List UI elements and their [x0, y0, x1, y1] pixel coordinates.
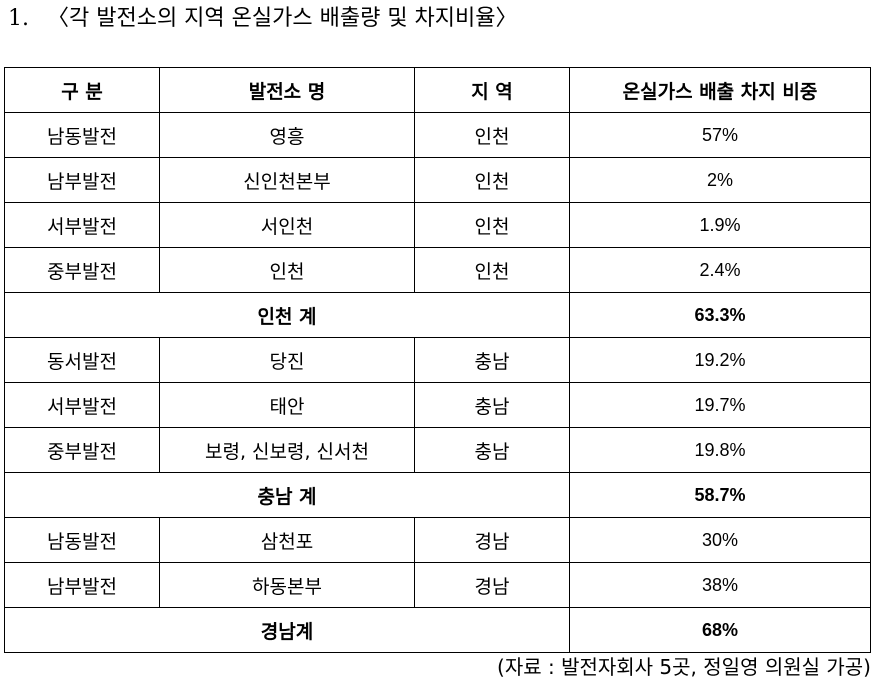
share-cell: 2.4%	[569, 247, 871, 293]
title-text: 〈각 발전소의 지역 온실가스 배출량 및 차지비율〉	[47, 6, 518, 31]
subtotal-value: 58.7%	[569, 472, 871, 518]
region-cell: 인천	[414, 247, 570, 293]
share-cell: 1.9%	[569, 202, 871, 248]
table-row: 서부발전 서인천 인천 1.9%	[4, 202, 871, 248]
document-title: 1. 〈각 발전소의 지역 온실가스 배출량 및 차지비율〉	[8, 2, 518, 36]
region-cell: 인천	[414, 157, 570, 203]
subtotal-row-chungnam: 충남 계 58.7%	[4, 472, 871, 518]
subtotal-label: 경남계	[4, 607, 570, 653]
table-row: 남동발전 삼천포 경남 30%	[4, 517, 871, 563]
header-plant-name: 발전소 명	[159, 67, 415, 113]
emissions-table: 구 분 발전소 명 지 역 온실가스 배출 차지 비중 남동발전 영흥 인천 5…	[4, 67, 871, 653]
region-cell: 충남	[414, 382, 570, 428]
table-row: 중부발전 보령, 신보령, 신서천 충남 19.8%	[4, 427, 871, 473]
header-region: 지 역	[414, 67, 570, 113]
share-cell: 30%	[569, 517, 871, 563]
region-cell: 인천	[414, 112, 570, 158]
company-cell: 남부발전	[4, 157, 160, 203]
share-cell: 19.7%	[569, 382, 871, 428]
plant-cell: 서인천	[159, 202, 415, 248]
plant-cell: 인천	[159, 247, 415, 293]
plant-cell: 보령, 신보령, 신서천	[159, 427, 415, 473]
subtotal-value: 63.3%	[569, 292, 871, 338]
company-cell: 남부발전	[4, 562, 160, 608]
plant-cell: 신인천본부	[159, 157, 415, 203]
region-cell: 충남	[414, 337, 570, 383]
plant-cell: 하동본부	[159, 562, 415, 608]
table-row: 동서발전 당진 충남 19.2%	[4, 337, 871, 383]
table-row: 서부발전 태안 충남 19.7%	[4, 382, 871, 428]
company-cell: 남동발전	[4, 112, 160, 158]
plant-cell: 영흥	[159, 112, 415, 158]
share-cell: 38%	[569, 562, 871, 608]
company-cell: 서부발전	[4, 382, 160, 428]
plant-cell: 당진	[159, 337, 415, 383]
region-cell: 충남	[414, 427, 570, 473]
title-number: 1.	[8, 6, 29, 31]
share-cell: 19.8%	[569, 427, 871, 473]
table-row: 남부발전 하동본부 경남 38%	[4, 562, 871, 608]
table-header-row: 구 분 발전소 명 지 역 온실가스 배출 차지 비중	[4, 67, 871, 113]
company-cell: 동서발전	[4, 337, 160, 383]
subtotal-row-gyeongnam: 경남계 68%	[4, 607, 871, 653]
header-emission-share: 온실가스 배출 차지 비중	[569, 67, 871, 113]
region-cell: 경남	[414, 517, 570, 563]
region-cell: 인천	[414, 202, 570, 248]
share-cell: 19.2%	[569, 337, 871, 383]
region-cell: 경남	[414, 562, 570, 608]
table-row: 남동발전 영흥 인천 57%	[4, 112, 871, 158]
source-note: (자료 : 발전자회사 5곳, 정일영 의원실 가공)	[497, 655, 871, 679]
table-row: 남부발전 신인천본부 인천 2%	[4, 157, 871, 203]
subtotal-value: 68%	[569, 607, 871, 653]
company-cell: 중부발전	[4, 247, 160, 293]
share-cell: 2%	[569, 157, 871, 203]
subtotal-row-incheon: 인천 계 63.3%	[4, 292, 871, 338]
company-cell: 서부발전	[4, 202, 160, 248]
header-category: 구 분	[4, 67, 160, 113]
subtotal-label: 충남 계	[4, 472, 570, 518]
subtotal-label: 인천 계	[4, 292, 570, 338]
company-cell: 중부발전	[4, 427, 160, 473]
share-cell: 57%	[569, 112, 871, 158]
plant-cell: 삼천포	[159, 517, 415, 563]
plant-cell: 태안	[159, 382, 415, 428]
table-row: 중부발전 인천 인천 2.4%	[4, 247, 871, 293]
company-cell: 남동발전	[4, 517, 160, 563]
